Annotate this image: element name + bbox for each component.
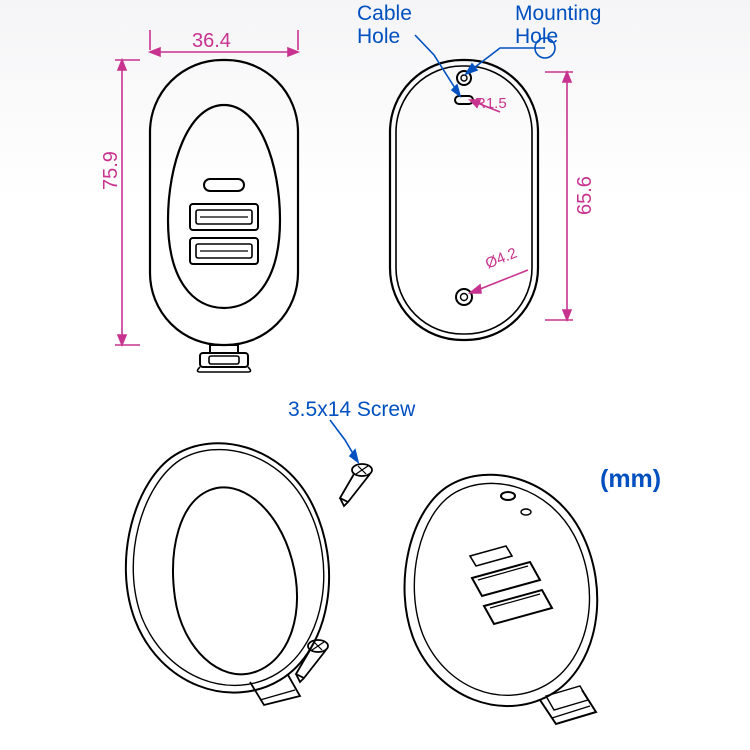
screw-leader xyxy=(330,420,358,462)
dim-lines-front xyxy=(115,30,298,345)
units-text: (mm) xyxy=(600,465,661,493)
cable-hole-text: CableHole xyxy=(357,2,412,48)
dim-height-base: 65.6 xyxy=(574,176,597,215)
dim-width: 36.4 xyxy=(192,30,231,53)
exploded-front-shell xyxy=(126,443,329,705)
front-view xyxy=(150,60,298,372)
back-view xyxy=(390,60,538,340)
mounting-hole-text: MountingHole xyxy=(515,2,601,48)
technical-drawing xyxy=(0,0,750,750)
cable-hole-label: CableHole xyxy=(357,2,412,48)
dim-cable-radius: R1.5 xyxy=(475,95,507,112)
units-label: (mm) xyxy=(600,465,661,494)
mounting-hole-label: MountingHole xyxy=(515,2,601,48)
screw-label: 3.5x14 Screw xyxy=(288,398,415,421)
exploded-back-base xyxy=(405,475,598,724)
dim-height-front: 75.9 xyxy=(100,151,123,190)
screw-text: 3.5x14 Screw xyxy=(288,398,415,421)
